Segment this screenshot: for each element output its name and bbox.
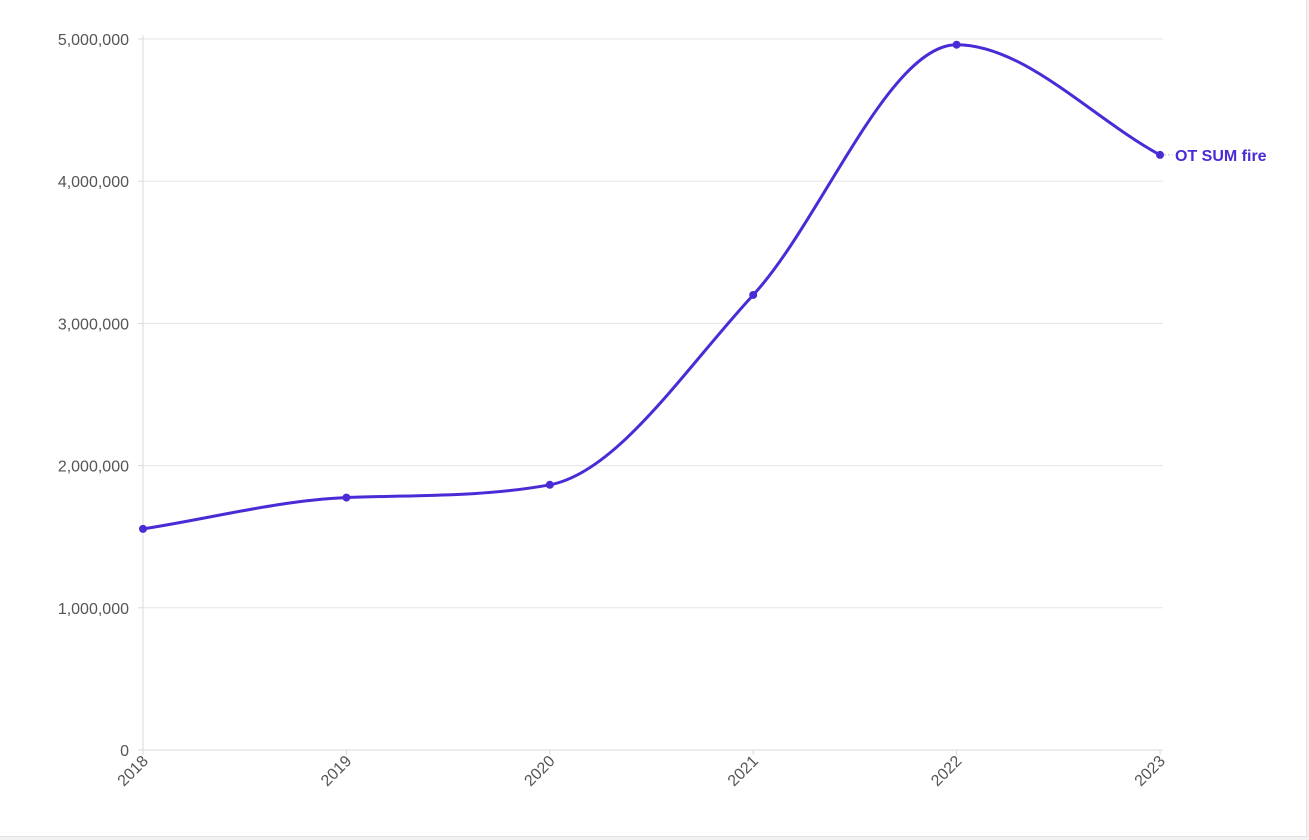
y-tick-label: 0: [120, 743, 129, 760]
y-tick-label: 1,000,000: [58, 601, 129, 618]
axes: [142, 35, 1163, 751]
series-layer: OT SUM fire: [139, 40, 1267, 533]
data-point[interactable]: [749, 290, 758, 299]
data-point[interactable]: [342, 493, 351, 502]
data-point[interactable]: [139, 524, 147, 533]
series-line: [141, 43, 1162, 531]
x-tick-label: 2019: [318, 753, 355, 790]
x-tick-label: 2022: [928, 753, 965, 790]
y-tick-label: 2,000,000: [58, 459, 129, 476]
data-point[interactable]: [952, 40, 961, 49]
data-point[interactable]: [1156, 150, 1164, 159]
y-tick-label: 3,000,000: [58, 316, 129, 333]
y-tick-label: 4,000,000: [58, 174, 129, 191]
x-tick-label: 2021: [725, 753, 762, 790]
series-label: OT SUM fire: [1175, 148, 1267, 165]
data-point[interactable]: [545, 480, 554, 489]
x-tick-label: 2020: [521, 753, 558, 790]
y-axis-ticks: 0 1,000,000 2,000,000 3,000,000 4,000,000 5,0…: [58, 32, 143, 760]
y-tick-label: 5,000,000: [58, 32, 129, 49]
x-axis-ticks: 2018 2019 2020 2021 2022 2023: [115, 750, 1169, 790]
x-tick-label: 2023: [1132, 753, 1169, 790]
grid-lines: [143, 38, 1163, 609]
